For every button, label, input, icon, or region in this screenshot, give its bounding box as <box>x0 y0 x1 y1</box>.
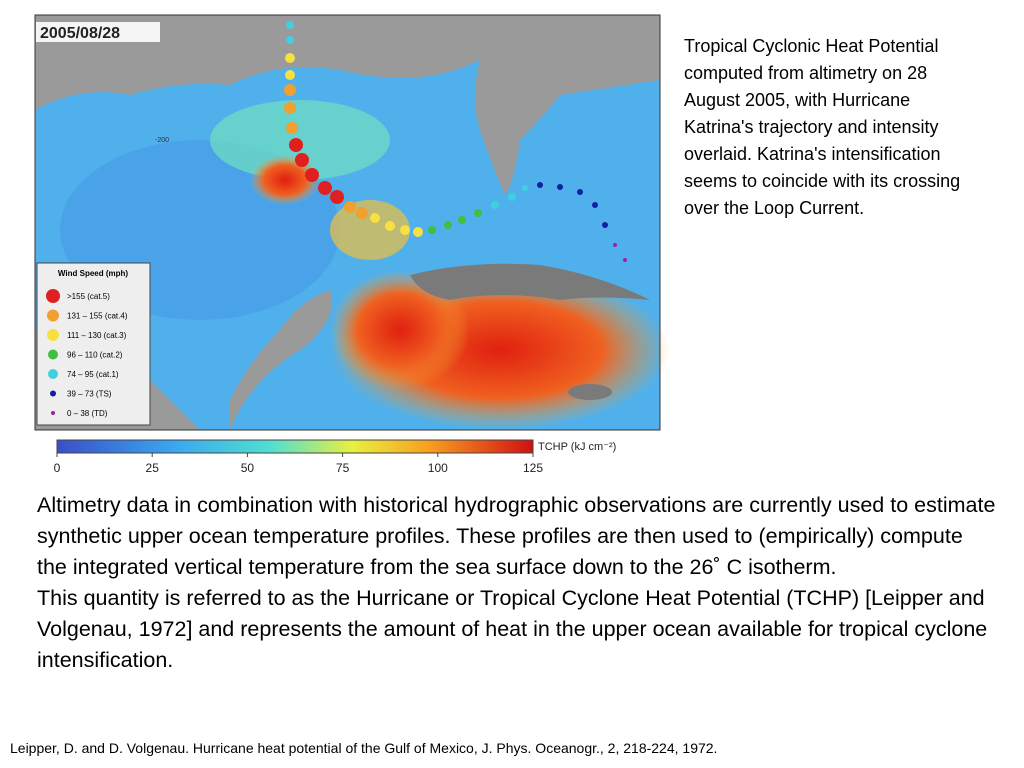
colorbar-label: TCHP (kJ cm⁻²) <box>538 441 616 453</box>
legend-marker <box>47 329 59 341</box>
legend-marker <box>48 349 58 360</box>
tchp-map: -200 2005/08/28 Wind Speed (mph) >155 (c… <box>34 14 670 475</box>
legend-entry: 0 – 38 (TD) <box>67 409 108 418</box>
colorbar-tick-label: 0 <box>54 461 61 475</box>
hurricane-track <box>284 21 627 262</box>
map-date: 2005/08/28 <box>40 25 120 42</box>
colorbar-tick-label: 25 <box>146 461 160 475</box>
legend-entry: 39 – 73 (TS) <box>67 390 112 399</box>
colorbar <box>56 439 534 454</box>
legend-entry: 111 – 130 (cat.3) <box>67 331 127 340</box>
legend-marker <box>50 390 56 397</box>
paragraph: This quantity is referred to as the Hurr… <box>37 586 988 672</box>
legend-marker <box>46 289 60 303</box>
paragraph: Altimetry data in combination with histo… <box>37 493 996 579</box>
legend-entry: 131 – 155 (cat.4) <box>67 312 128 321</box>
legend-marker <box>48 369 58 379</box>
legend-title: Wind Speed (mph) <box>58 269 128 278</box>
colorbar-tick-label: 50 <box>241 461 255 475</box>
contour-label: -200 <box>155 137 169 144</box>
legend: Wind Speed (mph) >155 (cat.5) 131 – 155 (… <box>36 262 151 426</box>
legend-entry: 74 – 95 (cat.1) <box>67 370 119 379</box>
legend-marker <box>47 309 59 322</box>
legend-marker <box>51 411 55 415</box>
colorbar-tick-label: 75 <box>336 461 350 475</box>
reference: Leipper, D. and D. Volgenau. Hurricane h… <box>10 740 718 756</box>
colorbar-tick-label: 100 <box>428 461 448 475</box>
colorbar-tick-label: 125 <box>523 461 543 475</box>
body-text: Altimetry data in combination with histo… <box>37 490 997 676</box>
caption: Tropical Cyclonic Heat Potential compute… <box>684 36 961 218</box>
legend-entry: 96 – 110 (cat.2) <box>67 351 123 360</box>
legend-entry: >155 (cat.5) <box>67 292 110 301</box>
